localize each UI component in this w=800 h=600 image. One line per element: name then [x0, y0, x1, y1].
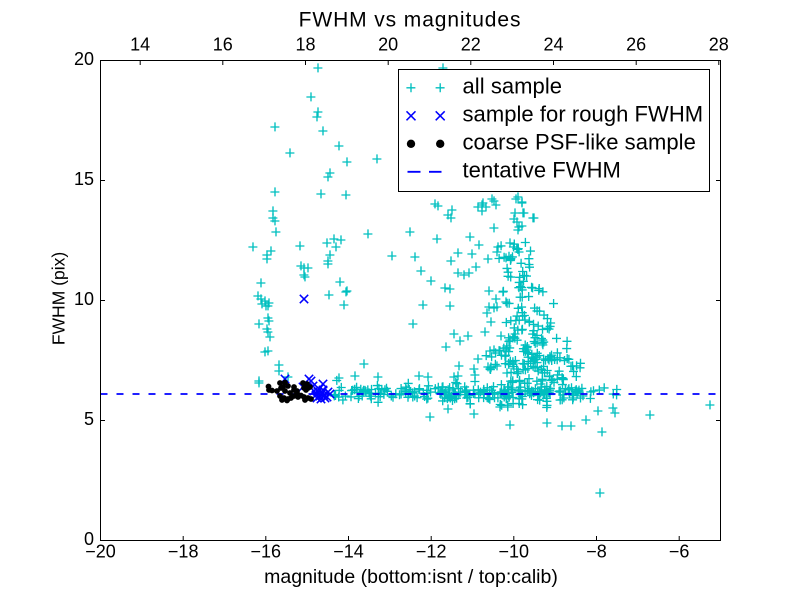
svg-text:18: 18 [295, 34, 315, 54]
svg-text:−16: −16 [251, 542, 282, 562]
svg-text:15: 15 [74, 169, 94, 189]
svg-text:5: 5 [84, 409, 94, 429]
svg-text:−6: −6 [669, 542, 690, 562]
svg-text:coarse PSF-like sample: coarse PSF-like sample [463, 130, 696, 155]
svg-text:sample for rough FWHM: sample for rough FWHM [463, 102, 704, 127]
svg-text:22: 22 [461, 34, 481, 54]
svg-text:16: 16 [213, 34, 233, 54]
svg-text:10: 10 [74, 289, 94, 309]
svg-text:magnitude (bottom:isnt / top:c: magnitude (bottom:isnt / top:calib) [264, 566, 558, 588]
svg-text:−8: −8 [586, 542, 607, 562]
svg-text:24: 24 [543, 34, 563, 54]
svg-text:20: 20 [74, 49, 94, 69]
svg-text:−12: −12 [416, 542, 447, 562]
svg-text:FWHM (pix): FWHM (pix) [49, 252, 69, 345]
svg-text:−20: −20 [85, 542, 116, 562]
svg-text:−18: −18 [168, 542, 199, 562]
svg-text:26: 26 [626, 34, 646, 54]
svg-text:20: 20 [378, 34, 398, 54]
svg-text:0: 0 [84, 529, 94, 549]
svg-text:all sample: all sample [463, 74, 563, 99]
svg-text:FWHM vs magnitudes: FWHM vs magnitudes [299, 8, 522, 31]
svg-text:28: 28 [709, 34, 729, 54]
svg-text:−14: −14 [333, 542, 364, 562]
svg-text:tentative FWHM: tentative FWHM [463, 158, 621, 183]
svg-text:14: 14 [130, 34, 150, 54]
svg-text:−10: −10 [499, 542, 530, 562]
